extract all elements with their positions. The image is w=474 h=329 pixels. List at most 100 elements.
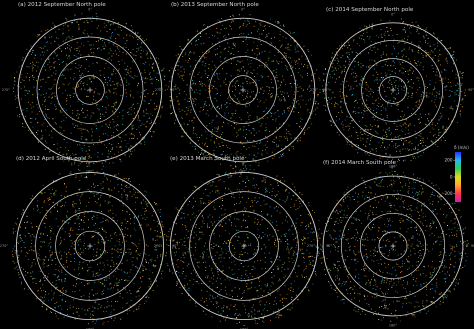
data-point [77, 57, 79, 58]
data-point [439, 90, 441, 92]
data-point [239, 27, 240, 29]
data-point [199, 237, 201, 239]
data-point [142, 38, 144, 40]
data-point [78, 307, 80, 309]
data-point [147, 93, 149, 94]
data-point [247, 160, 248, 162]
data-point [352, 127, 354, 128]
data-point [464, 89, 466, 91]
data-point [73, 154, 75, 156]
data-point [440, 139, 442, 141]
data-point [260, 75, 262, 77]
data-point [353, 119, 354, 120]
data-point [50, 94, 52, 96]
data-point [294, 268, 296, 270]
data-point [60, 205, 62, 207]
data-point [90, 81, 92, 83]
data-point [97, 108, 99, 109]
data-point [122, 123, 124, 125]
data-point [300, 74, 302, 76]
data-point [73, 253, 75, 255]
data-point [93, 224, 95, 226]
data-point [366, 29, 367, 31]
data-point [319, 91, 321, 93]
data-point [389, 79, 391, 81]
data-point [22, 57, 24, 59]
data-point [105, 107, 107, 108]
data-point [149, 123, 151, 125]
data-point [275, 135, 277, 137]
data-point [142, 217, 144, 219]
data-point [121, 80, 123, 82]
data-point [425, 34, 427, 36]
data-point [154, 108, 156, 110]
data-point [219, 20, 221, 22]
data-point [258, 53, 260, 55]
data-point [228, 279, 230, 281]
data-point [68, 150, 69, 151]
data-point [208, 202, 210, 203]
data-point [97, 263, 98, 265]
data-point [195, 64, 197, 65]
data-point [269, 51, 271, 53]
data-point [231, 113, 233, 115]
data-point [410, 160, 412, 161]
data-point [82, 252, 84, 254]
data-point [234, 161, 236, 163]
data-point [334, 106, 336, 107]
data-point [362, 35, 363, 37]
data-point [253, 298, 255, 300]
data-point [170, 100, 172, 102]
data-point [283, 26, 285, 27]
data-point [225, 242, 227, 244]
data-point [361, 97, 363, 99]
data-point [108, 275, 110, 277]
data-point [129, 253, 131, 255]
data-point [82, 262, 84, 264]
data-point [404, 123, 406, 124]
data-point [263, 101, 265, 103]
data-point [68, 45, 70, 47]
data-point [405, 94, 407, 96]
data-point [384, 39, 385, 41]
data-point [332, 122, 334, 124]
data-point [87, 309, 88, 311]
data-point [299, 126, 300, 127]
data-point [104, 77, 106, 78]
data-point [301, 119, 303, 120]
data-point [371, 28, 372, 29]
data-point [348, 136, 350, 137]
data-point [271, 95, 273, 97]
data-point [250, 121, 252, 123]
data-point [339, 91, 341, 93]
data-point [283, 79, 285, 81]
data-point [117, 220, 118, 222]
data-point [14, 245, 16, 247]
data-point [161, 277, 163, 279]
data-point [277, 80, 279, 82]
data-point [180, 66, 182, 68]
data-point [178, 272, 180, 274]
data-point [252, 145, 254, 147]
data-point [194, 110, 196, 112]
data-point [145, 260, 147, 262]
data-point [235, 110, 237, 112]
data-point [127, 143, 129, 145]
data-point [215, 93, 217, 95]
data-point [138, 306, 140, 308]
data-point [138, 295, 140, 297]
data-point [294, 186, 296, 188]
data-point [396, 93, 398, 95]
data-point [425, 50, 427, 52]
data-point [251, 315, 252, 317]
data-point [41, 192, 43, 194]
data-point [286, 132, 287, 134]
latitude-ring [55, 211, 125, 281]
data-point [31, 233, 33, 235]
data-point [461, 84, 462, 86]
data-point [294, 46, 296, 48]
data-point [54, 252, 56, 253]
data-point [69, 37, 71, 39]
data-point [114, 92, 116, 93]
data-point [151, 83, 153, 85]
